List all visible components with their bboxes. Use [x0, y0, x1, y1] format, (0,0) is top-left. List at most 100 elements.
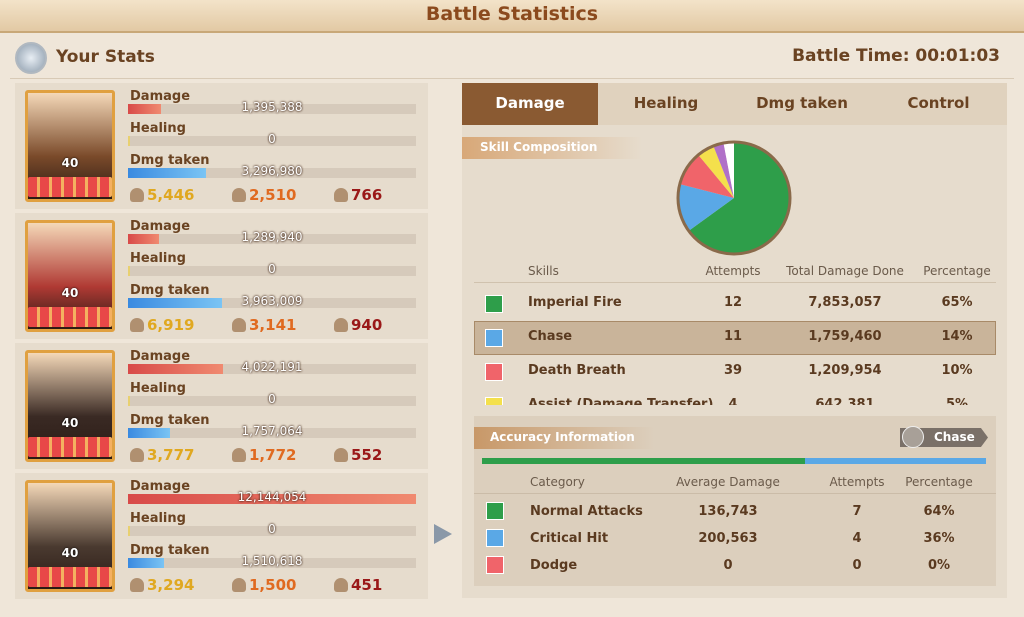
bar-fill	[128, 396, 130, 406]
divider	[10, 78, 1014, 79]
right-panel: Damage Healing Dmg taken Control Skill Compo…	[462, 83, 1007, 598]
tab-active	[462, 83, 598, 125]
bar-track	[128, 558, 416, 568]
your-stats: Your Stats	[56, 47, 155, 67]
column-header: Percentage	[905, 475, 973, 489]
cell: 12	[723, 295, 743, 310]
count-icon	[130, 578, 144, 592]
bar-fill	[128, 298, 222, 308]
swatch	[485, 397, 503, 405]
bar-track	[128, 526, 416, 536]
cell: 4	[852, 531, 862, 546]
count-icon	[232, 318, 246, 332]
tab[interactable]: Control	[907, 94, 970, 112]
count: 5,446	[147, 186, 195, 204]
cell: 0	[852, 558, 862, 573]
row-highlight[interactable]	[474, 321, 996, 355]
count-icon	[232, 188, 246, 202]
column-header: Attempts	[829, 475, 885, 489]
cell: 642,381	[815, 397, 875, 405]
cell: 4	[728, 397, 738, 405]
gems	[28, 437, 112, 457]
count-icon	[130, 188, 144, 202]
cell: 0	[723, 558, 733, 573]
stat-label: Damage	[130, 89, 191, 104]
count: 3,777	[147, 446, 195, 464]
count-icon	[334, 318, 348, 332]
pie-slice	[678, 184, 734, 231]
cell: 11	[723, 329, 743, 344]
count-icon	[334, 578, 348, 592]
bar-fill	[128, 136, 130, 146]
count-icon	[130, 318, 144, 332]
stat-label: Healing	[130, 251, 186, 266]
title: Battle Statistics	[425, 3, 599, 25]
stat-value: 0	[268, 392, 276, 406]
chase-label[interactable]: Chase	[934, 430, 975, 444]
hero-card: 40 Damage 4,022,191 Healing 0 Dmg taken 1,757,…	[15, 343, 428, 469]
bar-track	[128, 428, 416, 438]
tab[interactable]: Dmg taken	[756, 94, 848, 112]
bar-fill	[128, 558, 164, 568]
level: 40	[61, 156, 79, 170]
stat-value: 3,296,980	[241, 164, 303, 178]
cell: 10%	[941, 363, 973, 378]
cell: 1,209,954	[808, 363, 882, 378]
count-icon	[232, 448, 246, 462]
stat-label: Damage	[130, 479, 191, 494]
count: 6,919	[147, 316, 195, 334]
pie-slice	[713, 142, 734, 198]
stat-value: 0	[268, 132, 276, 146]
column-header: Attempts	[705, 264, 761, 278]
swatch	[485, 295, 503, 313]
column-header: Average Damage	[676, 475, 780, 489]
stat-label: Dmg taken	[130, 543, 210, 558]
stat-value: 1,757,064	[241, 424, 303, 438]
stat-label: Healing	[130, 121, 186, 136]
stat-label: Dmg taken	[130, 413, 210, 428]
count: 3,141	[249, 316, 297, 334]
stat-label: Dmg taken	[130, 283, 210, 298]
count: 2,510	[249, 186, 297, 204]
cell: Death Breath	[528, 363, 626, 378]
bar-fill	[128, 494, 416, 504]
hero-card: 40 Damage 1,395,388 Healing 0 Dmg taken 3,296,…	[15, 83, 428, 209]
cell: Assist (Damage Transfer)	[528, 397, 714, 405]
pie-slice	[688, 142, 790, 254]
bar-track	[128, 364, 416, 374]
column-header: Total Damage Done	[786, 264, 904, 278]
level: 40	[61, 286, 79, 300]
header-bar	[0, 0, 1024, 33]
skill-rows: Imperial Fire 12 7,853,057 65% Chase 11 1,759,…	[462, 287, 1007, 405]
chase-icon	[902, 426, 924, 448]
hero-card: 40 Damage 12,144,054 Healing 0 Dmg taken 1,510…	[15, 473, 428, 599]
stat-value: 0	[268, 262, 276, 276]
cell: 36%	[923, 531, 955, 546]
section-title: Skill Composition	[480, 140, 598, 154]
column-header: Percentage	[923, 264, 991, 278]
battle-time: Battle Time: 00:01:03	[792, 46, 1000, 66]
level: 40	[61, 416, 79, 430]
bar-track	[128, 136, 416, 146]
tab[interactable]: Healing	[633, 94, 699, 112]
bar-fill	[128, 266, 130, 276]
swatch	[486, 556, 504, 574]
stat-value: 1,289,940	[241, 230, 303, 244]
stats-icon	[15, 42, 47, 74]
cell: Normal Attacks	[530, 504, 643, 519]
bar-fill	[128, 428, 170, 438]
cell: 39	[723, 363, 743, 378]
cell: Chase	[528, 329, 573, 344]
count: 451	[351, 576, 383, 594]
swatch	[485, 363, 503, 381]
count: 766	[351, 186, 383, 204]
pie-slice	[723, 142, 734, 198]
stat-value: 3,963,009	[241, 294, 303, 308]
header-line	[474, 493, 996, 494]
cell: 7,853,057	[808, 295, 882, 310]
accuracy-bar	[482, 458, 805, 464]
level: 40	[61, 546, 79, 560]
bar-track	[128, 298, 416, 308]
tab[interactable]: Damage	[495, 94, 565, 112]
